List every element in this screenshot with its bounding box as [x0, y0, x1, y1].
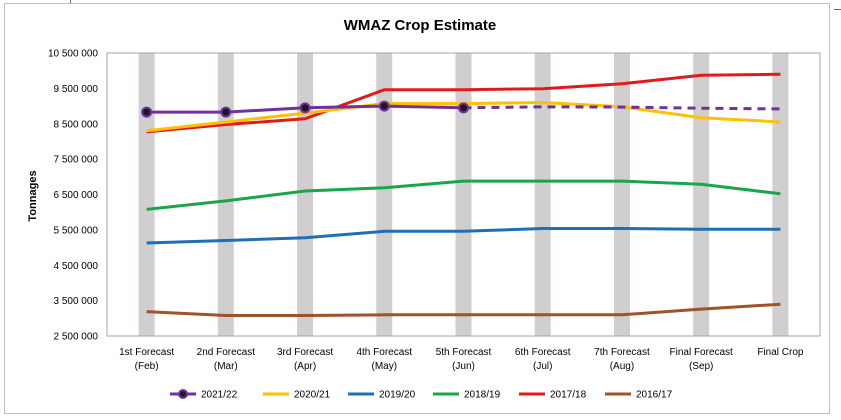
- data-point-marker: [458, 102, 469, 114]
- x-tick-label: 6th Forecast (Jul): [515, 347, 571, 372]
- y-tick-label: 6 500 000: [54, 190, 99, 201]
- legend-label: 2017/18: [550, 390, 587, 401]
- x-tick-label: Final Crop: [757, 347, 804, 358]
- legend-label: 2020/21: [294, 390, 331, 401]
- category-band: [693, 53, 710, 336]
- y-tick-label: 4 500 000: [54, 261, 99, 272]
- chart-title: WMAZ Crop Estimate: [344, 17, 497, 34]
- data-point-marker: [220, 106, 232, 118]
- y-tick-label: 7 500 000: [54, 155, 99, 166]
- category-band: [613, 53, 630, 336]
- x-tick-label: 2nd Forecast (Mar): [197, 347, 256, 372]
- x-tick-label: 3rd Forecast (Apr): [277, 347, 333, 372]
- y-tick-label: 8 500 000: [54, 119, 99, 130]
- category-band: [297, 53, 314, 336]
- x-tick-label: 5th Forecast (Jun): [436, 347, 492, 372]
- x-tick-label: 1st Forecast (Feb): [119, 347, 174, 372]
- y-tick-label: 2 500 000: [54, 332, 99, 343]
- category-band: [772, 53, 789, 336]
- series-line: [146, 72, 781, 134]
- category-band: [138, 53, 155, 336]
- y-axis-label: Tonnages: [27, 170, 39, 221]
- y-tick-label: 3 500 000: [54, 296, 99, 307]
- legend-label: 2016/17: [636, 390, 673, 401]
- plot-border: [106, 52, 821, 337]
- series-line-dashed: [463, 105, 781, 111]
- y-tick-label: 9 500 000: [54, 84, 99, 95]
- data-point-marker: [299, 102, 311, 114]
- series-line: [146, 302, 781, 317]
- x-tick-label: Final Forecast (Sep): [669, 347, 733, 372]
- category-band: [217, 53, 234, 336]
- y-tick-label: 10 500 000: [48, 49, 98, 60]
- legend-label: 2019/20: [379, 390, 416, 401]
- x-tick-label: 7th Forecast (Aug): [594, 347, 650, 372]
- frame-edge-mark: [70, 0, 71, 3]
- category-band: [534, 53, 551, 336]
- category-band: [455, 53, 472, 336]
- frame-edge-mark: [834, 9, 841, 10]
- series-line: [146, 227, 781, 245]
- data-point-marker: [141, 106, 153, 118]
- x-tick-label: 4th Forecast (May): [356, 347, 412, 372]
- legend-label: 2021/22: [201, 390, 238, 401]
- legend-marker: [178, 389, 188, 399]
- y-tick-label: 5 500 000: [54, 225, 99, 236]
- legend-label: 2018/19: [464, 390, 501, 401]
- category-band: [376, 53, 393, 336]
- data-point-marker: [378, 100, 390, 112]
- series-line: [146, 179, 781, 211]
